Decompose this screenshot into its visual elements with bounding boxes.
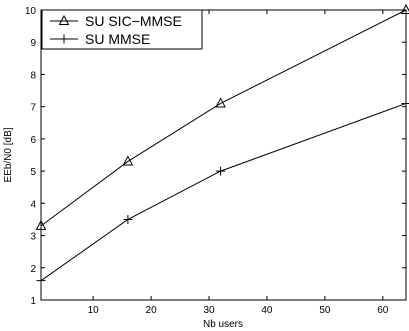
- y-tick-label: 4: [30, 199, 36, 210]
- y-tick-label: 2: [30, 264, 36, 275]
- plus-marker-point: [123, 214, 133, 224]
- y-tick-label: 1: [30, 296, 36, 307]
- legend-label-mmse: SU MMSE: [85, 31, 150, 47]
- x-tick-label: 20: [146, 305, 158, 316]
- x-tick-label: 50: [319, 305, 331, 316]
- x-tick-label: 60: [377, 305, 389, 316]
- x-tick-label: 40: [261, 305, 273, 316]
- y-tick-label: 10: [25, 6, 37, 17]
- legend-marker-triangle-icon: [58, 14, 70, 25]
- y-tick-label: 6: [30, 135, 36, 146]
- y-tick-label: 9: [30, 38, 36, 49]
- plot-frame: [40, 9, 407, 301]
- x-tick-label: 30: [203, 305, 215, 316]
- x-axis-label: Nb users: [203, 319, 243, 330]
- x-tick-label: 10: [88, 305, 100, 316]
- series-line-1: [40, 102, 407, 282]
- triangle-marker-point: [215, 97, 226, 108]
- y-axis-label: EEb/N0 [dB]: [3, 127, 14, 182]
- y-tick-label: 8: [30, 70, 36, 81]
- plot-area: [41, 10, 406, 300]
- y-tick-label: 7: [30, 103, 36, 114]
- plus-marker-point: [216, 166, 226, 176]
- y-tick-label: 3: [30, 232, 36, 243]
- y-tick-label: 5: [30, 167, 36, 178]
- legend-box: [41, 9, 203, 50]
- triangle-marker-point: [122, 155, 134, 166]
- legend: SU SIC−MMSE SU MMSE: [41, 9, 203, 50]
- ticks-layer: 10 20 30 40 50 60 1 2 3 4 5 6 7 8 9 10: [25, 6, 406, 316]
- series-line-0: [40, 9, 407, 227]
- legend-label-sic-mmse: SU SIC−MMSE: [85, 13, 182, 29]
- legend-marker-plus-icon: [59, 34, 69, 44]
